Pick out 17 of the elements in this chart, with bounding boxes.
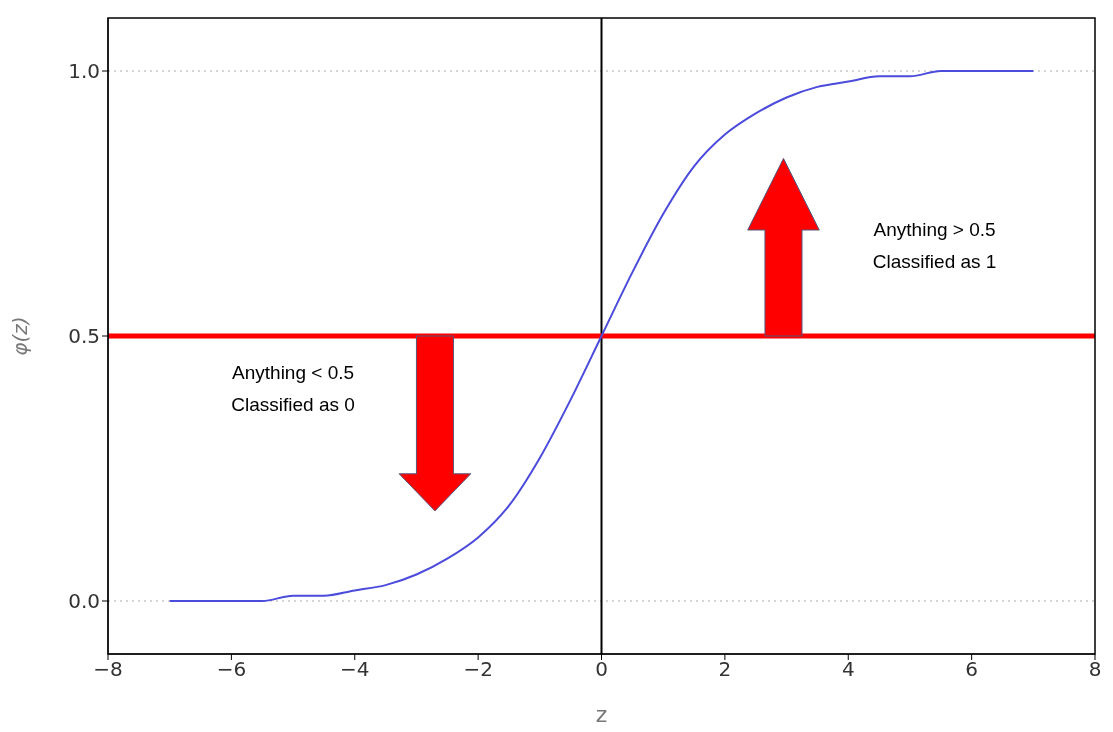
x-tick-label: 6	[965, 657, 978, 682]
y-tick-label: 0.0	[68, 589, 100, 614]
y-tick-label: 1.0	[68, 59, 100, 84]
x-tick-label: −8	[93, 657, 123, 682]
y-tick-label: 0.5	[68, 324, 100, 349]
y-axis-title: φ(z)	[8, 316, 33, 356]
annotation: Anything > 0.5 Classified as 1	[872, 217, 997, 274]
x-tick-label: −6	[216, 657, 247, 682]
x-tick-label: 2	[718, 657, 732, 682]
annotation: Anything < 0.5 Classified as 0	[231, 361, 355, 417]
x-tick-label: −2	[463, 657, 493, 682]
x-axis-title: z	[595, 702, 608, 727]
x-tick-label: 0	[595, 657, 608, 682]
x-tick-label: 4	[841, 657, 855, 682]
line-series	[168, 70, 1035, 602]
x-tick-label: 8	[1088, 657, 1102, 682]
x-tick-label: −4	[340, 657, 370, 682]
